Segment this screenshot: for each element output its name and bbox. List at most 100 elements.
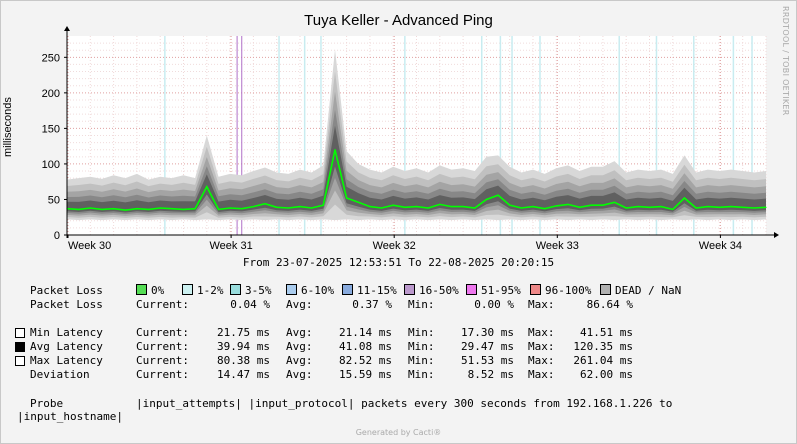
stat-min-header: Min: <box>408 354 435 367</box>
loss-legend-label: 51-95% <box>481 284 521 297</box>
stat-min-value: 0.00 % <box>474 298 514 311</box>
loss-swatch <box>136 284 147 295</box>
generated-by: Generated by Cacti® <box>355 428 442 437</box>
loss-swatch <box>286 284 297 295</box>
avg-latency-point <box>509 204 511 206</box>
stat-min-header: Min: <box>408 340 435 353</box>
avg-latency-point <box>695 207 697 209</box>
loss-legend-item: 96-100% <box>530 284 591 297</box>
probe-line: Probe |input_attempts| |input_protocol| … <box>30 397 673 410</box>
avg-latency-point <box>497 194 499 196</box>
loss-legend-item: 3-5% <box>230 284 272 297</box>
stat-swatch <box>15 342 25 352</box>
avg-latency-point <box>613 201 616 203</box>
loss-legend-item: 6-10% <box>286 284 334 297</box>
avg-latency-point <box>322 204 324 206</box>
avg-latency-point <box>742 206 744 208</box>
chart-title: Tuya Keller - Advanced Ping <box>304 12 493 29</box>
stat-current-header: Current: <box>136 368 189 381</box>
loss-swatch <box>600 284 611 295</box>
avg-latency-point <box>346 197 348 199</box>
loss-swatch <box>466 284 477 295</box>
stat-current-value: 0.04 % <box>230 298 270 311</box>
avg-latency-point <box>648 206 651 208</box>
stat-current-value: 21.75 ms <box>217 326 270 339</box>
avg-latency-point <box>579 206 581 208</box>
avg-latency-point <box>381 207 383 209</box>
stat-min-header: Min: <box>408 368 435 381</box>
avg-latency-point <box>683 197 686 199</box>
avg-latency-point <box>89 207 91 209</box>
avg-latency-point <box>264 203 266 205</box>
x-tick-label: Week 30 <box>68 240 111 252</box>
stat-max-value: 62.00 ms <box>580 368 633 381</box>
stat-max-value: 120.35 ms <box>573 340 633 353</box>
avg-latency-point <box>730 206 732 208</box>
avg-latency-point <box>555 205 557 207</box>
stat-current-header: Current: <box>136 326 189 339</box>
rrdtool-watermark: RRDTOOL / TOBI OETIKER <box>781 6 790 116</box>
avg-latency-point <box>392 204 394 206</box>
loss-legend-item: 0% <box>136 284 164 297</box>
avg-latency-point <box>148 208 150 210</box>
probe-hostname: |input_hostname| <box>17 410 123 423</box>
avg-latency-point <box>159 207 161 209</box>
stat-max-value: 86.64 % <box>586 298 633 311</box>
stat-min-value: 51.53 ms <box>461 354 514 367</box>
avg-latency-point <box>637 206 639 208</box>
loss-legend-item: 11-15% <box>342 284 397 297</box>
avg-latency-point <box>753 207 755 209</box>
stat-avg-header: Avg: <box>286 354 313 367</box>
avg-latency-point <box>194 208 196 210</box>
avg-latency-point <box>707 206 709 208</box>
stat-current-value: 39.94 ms <box>217 340 270 353</box>
loss-legend-label: 1-2% <box>197 284 224 297</box>
avg-latency-point <box>474 207 476 209</box>
loss-legend-label: 16-50% <box>419 284 459 297</box>
stat-avg-value: 41.08 ms <box>339 340 392 353</box>
stat-min-value: 8.52 ms <box>467 368 514 381</box>
latency-chart: 0 50 100 150 200 250 Week 30 Week 31 Week 32 Week… <box>42 26 779 252</box>
avg-latency-point <box>229 207 231 209</box>
x-tick-label: Week 31 <box>209 240 252 252</box>
y-tick-label: 150 <box>42 123 60 135</box>
stat-row-label: Packet Loss <box>30 298 103 311</box>
avg-latency-point <box>462 206 464 208</box>
stat-row-label: Min Latency <box>30 326 103 339</box>
avg-latency-point <box>439 203 441 205</box>
time-range: From 23-07-2025 12:53:51 To 22-08-2025 2… <box>242 256 555 269</box>
stat-min-header: Min: <box>408 298 435 311</box>
y-tick-label: 50 <box>48 194 60 206</box>
avg-latency-point <box>252 206 254 208</box>
stat-current-header: Current: <box>136 340 189 353</box>
stat-current-header: Current: <box>136 298 189 311</box>
y-tick-label: 100 <box>42 159 60 171</box>
stat-min-value: 17.30 ms <box>461 326 514 339</box>
stat-avg-value: 82.52 ms <box>339 354 392 367</box>
avg-latency-point <box>217 208 220 210</box>
smoke-band-5 <box>67 125 766 213</box>
avg-latency-point <box>78 208 80 210</box>
stat-avg-value: 15.59 ms <box>339 368 392 381</box>
stat-avg-value: 21.14 ms <box>339 326 392 339</box>
loss-legend-label: 0% <box>151 284 165 297</box>
avg-latency-point <box>602 204 604 206</box>
loss-swatch <box>342 284 353 295</box>
stat-row-label: Max Latency <box>30 354 103 367</box>
avg-latency-point <box>124 209 126 211</box>
avg-latency-point <box>625 207 627 209</box>
avg-latency-point <box>334 149 336 151</box>
stat-max-header: Max: <box>528 368 555 381</box>
avg-latency-point <box>276 206 278 208</box>
x-axis-arrow <box>774 232 779 238</box>
loss-legend-label: DEAD / NaN <box>615 284 682 297</box>
x-tick-label: Week 32 <box>373 240 416 252</box>
avg-latency-point <box>485 198 487 201</box>
stat-max-header: Max: <box>528 354 555 367</box>
avg-latency-point <box>299 206 301 208</box>
stat-max-header: Max: <box>528 298 555 311</box>
avg-latency-point <box>672 208 674 210</box>
avg-latency-point <box>171 208 173 210</box>
x-tick-label: Week 33 <box>536 240 579 252</box>
stat-min-header: Min: <box>408 326 435 339</box>
